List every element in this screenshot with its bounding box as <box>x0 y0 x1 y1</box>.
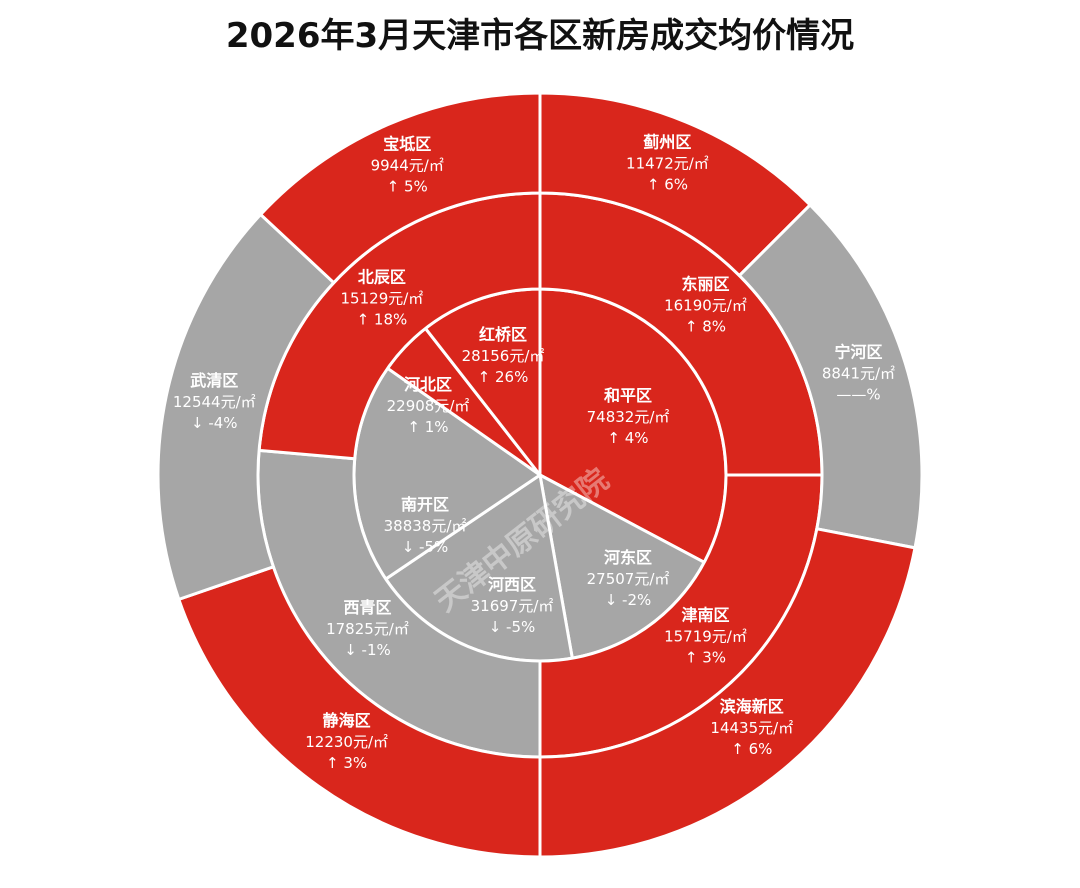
price-change: ↑ 18% <box>357 310 408 328</box>
price-change: ↓ -5% <box>402 538 449 556</box>
middle-segment-label: 东丽区 16190元/㎡ ↑ 8% <box>664 275 747 336</box>
average-price: 9944元/㎡ <box>371 157 444 175</box>
district-name: 津南区 <box>681 605 729 624</box>
price-change: ↑ 3% <box>326 754 367 772</box>
price-change: ↓ -1% <box>344 641 391 659</box>
average-price: 11472元/㎡ <box>626 154 709 172</box>
average-price: 17825元/㎡ <box>326 620 409 638</box>
average-price: 27507元/㎡ <box>587 570 670 588</box>
price-change: ↓ -2% <box>605 591 652 609</box>
district-name: 红桥区 <box>479 325 527 344</box>
district-name: 河北区 <box>404 375 452 394</box>
price-change: ↑ 3% <box>685 648 726 666</box>
district-name: 北辰区 <box>358 267 406 286</box>
average-price: 15129元/㎡ <box>341 289 424 307</box>
average-price: 12230元/㎡ <box>305 733 388 751</box>
district-name: 河东区 <box>604 548 652 567</box>
middle-segment-label: 津南区 15719元/㎡ ↑ 3% <box>664 605 747 666</box>
district-name: 滨海新区 <box>720 697 784 716</box>
outer-segment-label: 宁河区 8841元/㎡ ——% <box>822 343 895 404</box>
price-change: ↑ 4% <box>607 429 648 447</box>
price-change: ↑ 1% <box>407 418 448 436</box>
district-name: 蓟州区 <box>642 132 691 151</box>
price-change: ↑ 6% <box>731 740 772 758</box>
price-change: ↑ 5% <box>387 178 428 196</box>
outer-segment-label: 滨海新区 14435元/㎡ ↑ 6% <box>710 697 793 758</box>
chart-title: 2026年3月天津市各区新房成交均价情况 <box>225 16 855 56</box>
inner-segment-label: 河北区 22908元/㎡ ↑ 1% <box>387 375 470 436</box>
district-name: 西青区 <box>343 598 391 617</box>
price-change: ↑ 26% <box>478 368 529 386</box>
price-change: ——% <box>836 386 880 404</box>
average-price: 14435元/㎡ <box>710 719 793 737</box>
average-price: 16190元/㎡ <box>664 297 747 315</box>
middle-segment-label: 西青区 17825元/㎡ ↓ -1% <box>326 598 409 659</box>
district-name: 武清区 <box>190 371 238 390</box>
price-change: ↓ -5% <box>489 618 536 636</box>
inner-segment-label: 红桥区 28156元/㎡ ↑ 26% <box>462 325 545 386</box>
average-price: 8841元/㎡ <box>822 365 895 383</box>
outer-ring-segment <box>538 527 917 859</box>
price-change: ↓ -4% <box>191 414 238 432</box>
price-change: ↑ 6% <box>647 175 688 193</box>
outer-segment-label: 静海区 12230元/㎡ ↑ 3% <box>305 711 388 772</box>
average-price: 38838元/㎡ <box>384 517 467 535</box>
district-name: 宁河区 <box>834 343 882 362</box>
average-price: 74832元/㎡ <box>587 408 670 426</box>
average-price: 31697元/㎡ <box>471 597 554 615</box>
district-name: 宝坻区 <box>383 135 431 154</box>
district-name: 和平区 <box>604 386 652 405</box>
inner-segment-label: 南开区 38838元/㎡ ↓ -5% <box>384 495 467 556</box>
average-price: 22908元/㎡ <box>387 397 470 415</box>
average-price: 28156元/㎡ <box>462 347 545 365</box>
district-name: 静海区 <box>323 711 371 730</box>
middle-segment-label: 北辰区 15129元/㎡ ↑ 18% <box>341 267 424 328</box>
inner-segment-label: 和平区 74832元/㎡ ↑ 4% <box>587 386 670 447</box>
price-change: ↑ 8% <box>685 318 726 336</box>
inner-segment-label: 河西区 31697元/㎡ ↓ -5% <box>471 575 554 636</box>
inner-segment-label: 河东区 27507元/㎡ ↓ -2% <box>587 548 670 609</box>
district-name: 河西区 <box>488 575 536 594</box>
district-name: 东丽区 <box>681 275 729 294</box>
outer-ring-segment <box>177 565 542 859</box>
average-price: 15719元/㎡ <box>664 627 747 645</box>
average-price: 12544元/㎡ <box>173 393 256 411</box>
outer-ring-segment <box>259 91 542 285</box>
outer-segment-label: 宝坻区 9944元/㎡ ↑ 5% <box>371 135 444 196</box>
district-name: 南开区 <box>401 495 449 514</box>
outer-segment-label: 武清区 12544元/㎡ ↓ -4% <box>173 371 256 432</box>
outer-segment-label: 蓟州区 11472元/㎡ ↑ 6% <box>626 132 709 193</box>
